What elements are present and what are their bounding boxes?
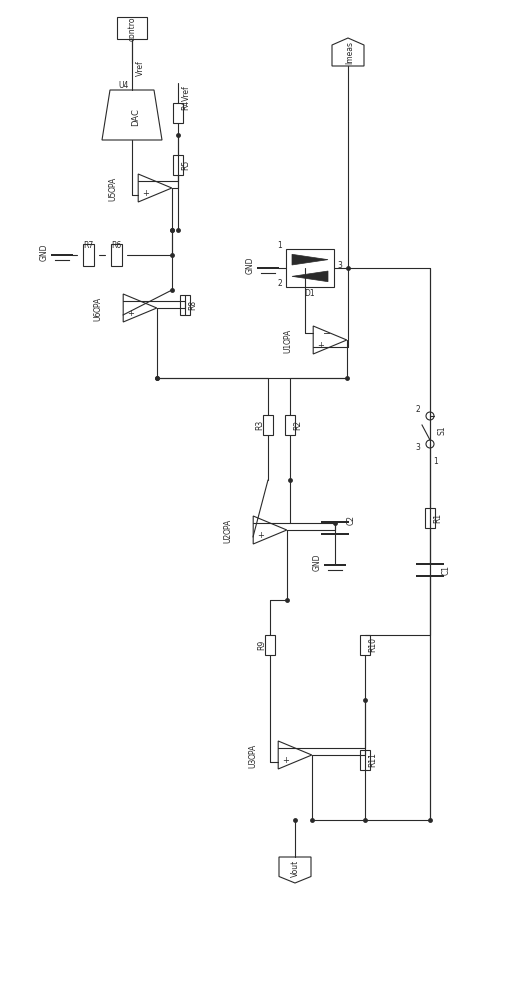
Bar: [285, 415, 295, 435]
Text: U4: U4: [118, 81, 128, 90]
Text: R6: R6: [111, 240, 121, 249]
Text: R10: R10: [368, 638, 378, 652]
Text: U5: U5: [109, 191, 117, 201]
Text: R11: R11: [368, 753, 378, 767]
Bar: [173, 103, 183, 123]
Text: +: +: [317, 341, 324, 350]
Bar: [110, 244, 122, 266]
Text: U6: U6: [93, 311, 103, 321]
Text: Imeas: Imeas: [345, 40, 354, 64]
Text: 2: 2: [278, 279, 282, 288]
Bar: [173, 155, 183, 175]
Text: OPA: OPA: [224, 518, 232, 534]
Text: D1: D1: [305, 290, 315, 298]
Text: Vout: Vout: [290, 859, 300, 877]
Text: +: +: [257, 531, 264, 540]
Bar: [360, 635, 370, 655]
Text: GND: GND: [246, 256, 254, 274]
Text: 2: 2: [416, 406, 420, 414]
Text: S1: S1: [438, 425, 446, 435]
Text: +: +: [127, 309, 134, 318]
Bar: [425, 508, 435, 528]
Text: U3: U3: [248, 758, 258, 768]
Polygon shape: [292, 271, 328, 282]
Text: 3: 3: [416, 444, 421, 452]
Bar: [117, 17, 147, 39]
Bar: [83, 244, 93, 266]
Bar: [263, 415, 273, 435]
Text: R1: R1: [433, 513, 443, 523]
Text: GND: GND: [40, 243, 49, 261]
Text: −: −: [263, 519, 271, 529]
Text: R3: R3: [255, 420, 265, 430]
Text: −: −: [323, 329, 331, 339]
Bar: [286, 249, 334, 287]
Text: R8: R8: [188, 300, 198, 310]
Text: DAC: DAC: [131, 108, 141, 126]
Text: control: control: [128, 15, 136, 41]
Text: OPA: OPA: [93, 296, 103, 312]
Text: R5: R5: [182, 160, 190, 170]
Text: 3: 3: [338, 261, 343, 270]
Text: GND: GND: [312, 553, 322, 571]
Text: C1: C1: [442, 565, 450, 575]
Text: OPA: OPA: [248, 743, 258, 759]
Text: R2: R2: [293, 420, 303, 430]
Bar: [360, 750, 370, 770]
Text: C2: C2: [346, 515, 356, 525]
Text: +: +: [282, 756, 289, 765]
Text: −: −: [148, 177, 156, 187]
Text: R9: R9: [258, 640, 266, 650]
Text: R7: R7: [83, 240, 93, 249]
Bar: [265, 635, 275, 655]
Text: Vref: Vref: [135, 60, 145, 76]
Text: R4: R4: [182, 100, 190, 110]
Bar: [180, 295, 190, 315]
Text: −: −: [288, 744, 297, 754]
Text: 1: 1: [278, 241, 282, 250]
Text: U1: U1: [284, 343, 292, 353]
Text: OPA: OPA: [284, 328, 292, 344]
Text: +: +: [142, 189, 149, 198]
Text: Vref: Vref: [182, 85, 190, 101]
Polygon shape: [292, 254, 328, 265]
Text: −: −: [133, 297, 141, 307]
Text: OPA: OPA: [109, 176, 117, 192]
Text: U2: U2: [224, 533, 232, 543]
Text: 1: 1: [433, 458, 439, 466]
